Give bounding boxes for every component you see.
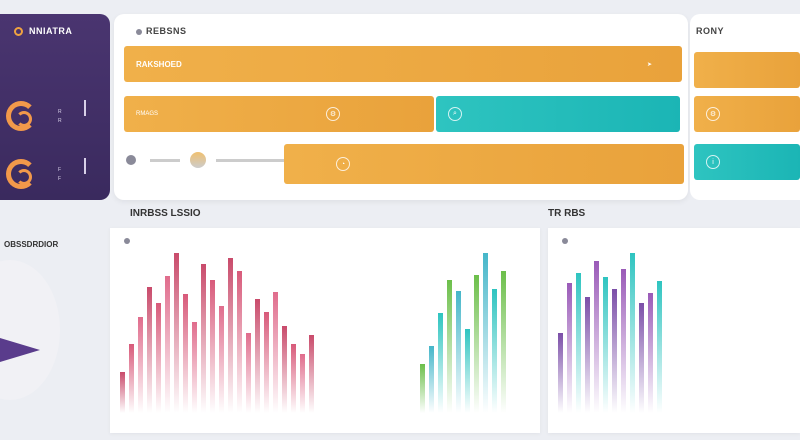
band-row-2-teal[interactable]: ⌕	[436, 96, 680, 132]
chart-bar	[156, 303, 161, 413]
sidebar-item-sub: F	[58, 175, 62, 182]
divider	[216, 158, 286, 162]
brand-logo-icon	[14, 26, 23, 36]
chart-panel-left	[110, 228, 540, 433]
main-panel: REBSNS RAKSHOED ➤ RMAGS ⚙ ⌕ ◔	[114, 14, 688, 200]
chart-bar	[255, 298, 260, 413]
chart-bar	[210, 280, 215, 413]
chart-bar	[138, 317, 143, 413]
chart-bar	[309, 335, 314, 413]
chart-bar	[165, 275, 170, 413]
avatar	[190, 152, 206, 168]
brand[interactable]: NNIATRA	[14, 26, 72, 36]
band-row-1[interactable]: RAKSHOED ➤	[124, 46, 682, 82]
section-title-left: INRBSS LSSIO	[130, 208, 201, 219]
chart-bar	[483, 253, 488, 413]
gear-icon: ⚙	[326, 107, 341, 121]
bar-group	[558, 253, 666, 413]
sidebar-item-1[interactable]: R R	[6, 94, 102, 138]
chart-bar	[576, 273, 581, 413]
chart-bar	[438, 313, 443, 413]
section-title-left2: OBSSDRDIOR	[4, 240, 59, 249]
right-band-1[interactable]	[694, 52, 800, 88]
chart-bar	[129, 344, 134, 413]
spiral-icon	[6, 159, 36, 189]
chart-bar	[291, 344, 296, 413]
search-icon: ⌕	[448, 107, 462, 121]
chart-bar	[492, 288, 497, 413]
chart-icon: ◔	[336, 157, 350, 171]
chart-bar	[273, 291, 278, 413]
chart-bar	[192, 321, 197, 413]
chart-bar	[228, 257, 233, 413]
sidebar: NNIATRA R R F F	[0, 14, 110, 200]
chart-bar	[639, 303, 644, 413]
bar-group	[420, 253, 510, 413]
sidebar-item-label: F	[58, 166, 62, 173]
panel-title: REBSNS	[136, 26, 187, 36]
chart-bar	[264, 312, 269, 413]
ring-icon	[136, 28, 142, 35]
chart-bar	[429, 346, 434, 413]
sidebar-item-sub: R	[58, 117, 62, 124]
chart-bar	[621, 269, 626, 413]
chart-bar	[657, 281, 662, 413]
bar-group	[120, 253, 318, 413]
right-band-2[interactable]: ⚙	[694, 96, 800, 132]
chart-bar	[603, 277, 608, 413]
chart-bar	[147, 287, 152, 413]
band-title: RAKSHOED	[136, 59, 182, 69]
chart-bar	[174, 253, 179, 413]
chart-bar	[183, 294, 188, 413]
chart-bar	[237, 271, 242, 413]
chart-bar	[594, 261, 599, 413]
band-row-3[interactable]: ◔	[284, 144, 684, 184]
chart-panel-right	[548, 228, 800, 433]
ring-icon	[562, 238, 568, 244]
sidebar-item-2[interactable]: F F	[6, 152, 102, 196]
brand-name: NNIATRA	[29, 26, 73, 36]
band-label: RMAGS	[136, 111, 159, 117]
chart-bar	[420, 364, 425, 413]
chart-bar	[201, 264, 206, 413]
chart-bar	[558, 333, 563, 413]
chart-bar	[474, 275, 479, 413]
chart-bar	[501, 270, 506, 413]
chart-bar	[585, 297, 590, 413]
right-panel: RONY ⚙ i	[690, 14, 800, 200]
chart-bar	[465, 328, 470, 413]
chart-bar	[447, 279, 452, 413]
spiral-icon	[6, 101, 36, 131]
right-band-3[interactable]: i	[694, 144, 800, 180]
legend-row	[126, 152, 286, 168]
pie-slice	[0, 338, 40, 362]
chart-bar	[246, 333, 251, 413]
pie-chart	[0, 260, 60, 400]
chart-bar	[630, 253, 635, 413]
divider	[150, 158, 180, 162]
section-title-right: TR RBS	[548, 208, 586, 219]
chart-bar	[120, 371, 125, 413]
chart-bar	[219, 305, 224, 413]
settings-icon: ⚙	[706, 107, 720, 121]
chart-bar	[612, 289, 617, 413]
chart-bar	[282, 326, 287, 413]
chart-bar	[300, 353, 305, 413]
right-panel-title: RONY	[696, 26, 725, 36]
arrow-icon: ➤	[646, 61, 652, 68]
info-icon: i	[706, 155, 720, 169]
sidebar-item-label: R	[58, 108, 62, 115]
divider	[84, 100, 86, 116]
chart-bar	[567, 283, 572, 413]
ring-icon	[124, 238, 130, 244]
band-row-2[interactable]: RMAGS ⚙	[124, 96, 434, 132]
chart-bar	[456, 290, 461, 413]
chart-bar	[648, 293, 653, 413]
divider	[84, 158, 86, 174]
ring-icon	[126, 155, 136, 165]
